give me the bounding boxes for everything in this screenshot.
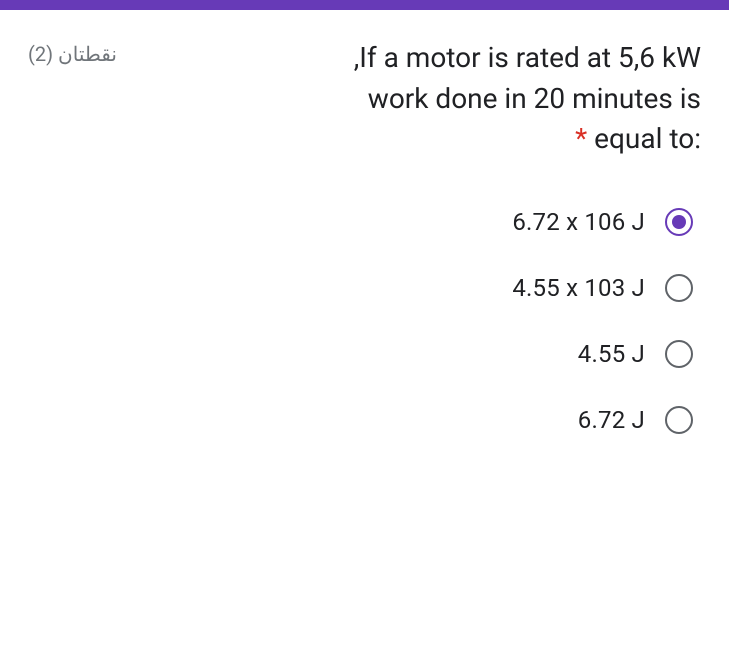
points-label: نقطتان (2): [28, 38, 117, 66]
required-asterisk: *: [575, 122, 587, 155]
option-row-3[interactable]: 6.72 J: [28, 406, 693, 434]
question-header: نقطتان (2) If a motor is rated at 5,6 kW…: [28, 38, 701, 160]
question-line-2: work done in 20 minutes is: [368, 82, 701, 115]
option-label: 6.72 x 106 J: [512, 208, 645, 236]
option-label: 4.55 x 103 J: [512, 274, 645, 302]
radio-icon[interactable]: [665, 274, 693, 302]
question-card: نقطتان (2) If a motor is rated at 5,6 kW…: [0, 10, 729, 462]
radio-icon[interactable]: [665, 406, 693, 434]
option-row-0[interactable]: 6.72 x 106 J: [28, 208, 693, 236]
radio-icon[interactable]: [665, 208, 693, 236]
option-row-2[interactable]: 4.55 J: [28, 340, 693, 368]
form-accent-bar: [0, 0, 729, 10]
question-line-3: :equal to: [594, 122, 701, 155]
option-label: 6.72 J: [578, 406, 645, 434]
question-line-1: If a motor is rated at 5,6 kW,: [354, 41, 701, 74]
option-row-1[interactable]: 4.55 x 103 J: [28, 274, 693, 302]
question-text: If a motor is rated at 5,6 kW, work done…: [145, 38, 701, 160]
options-list: 6.72 x 106 J 4.55 x 103 J 4.55 J 6.72 J: [28, 208, 701, 434]
radio-icon[interactable]: [665, 340, 693, 368]
option-label: 4.55 J: [578, 340, 645, 368]
